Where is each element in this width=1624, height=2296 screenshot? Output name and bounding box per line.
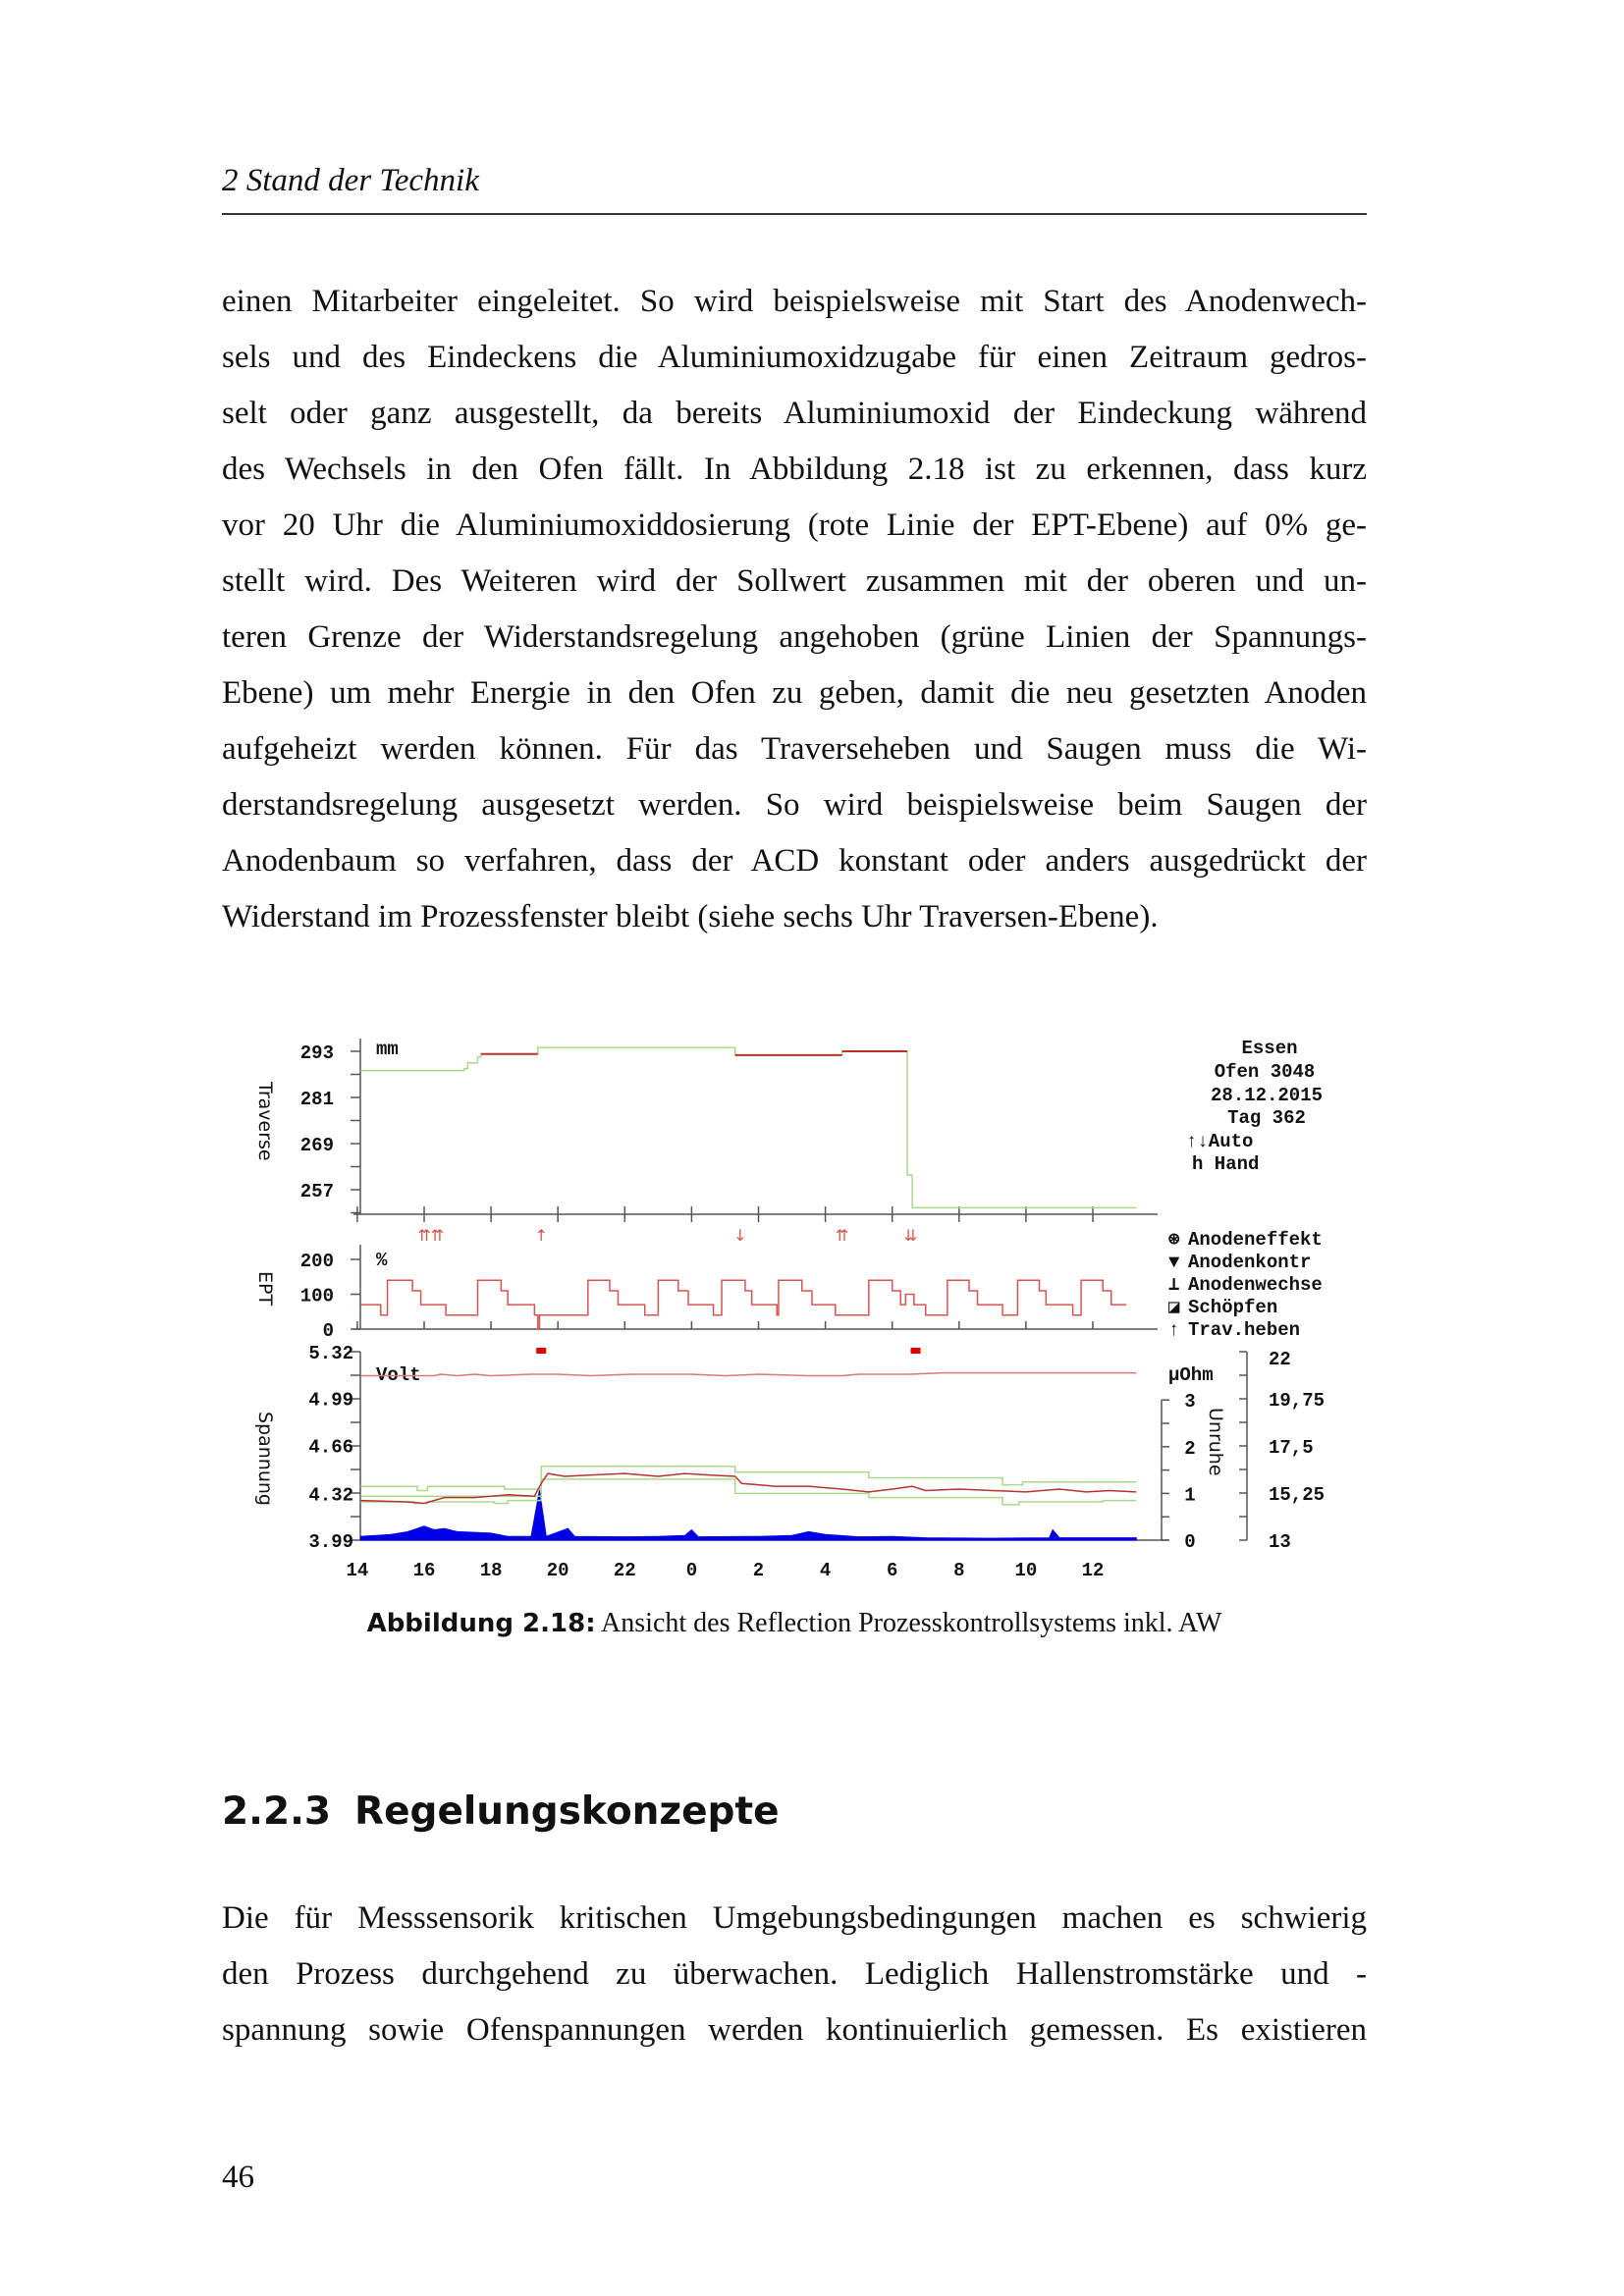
info-date: 28.12.2015	[1211, 1085, 1323, 1106]
text-line: Anodenbaum so verfahren, dass der ACD ko…	[222, 843, 1367, 879]
traverse-tick-label: 281	[300, 1089, 334, 1110]
text-line: Widerstand im Prozessfenster bleibt (sie…	[222, 899, 1159, 934]
spannung-series-voltage	[360, 1371, 1137, 1377]
paragraph-1: einen Mitarbeiter eingeleitet. So wird b…	[222, 274, 1367, 945]
unruhe-tick-label: 1	[1184, 1484, 1195, 1506]
paragraph-2: Die für Messsensorik kritischen Umgebung…	[222, 1891, 1367, 2058]
resistance-tick-label: 17,5	[1269, 1437, 1314, 1459]
ept-tick-label: 100	[300, 1286, 334, 1308]
legend-icon: ↑	[1168, 1319, 1179, 1341]
section-title: Regelungskonzepte	[354, 1789, 780, 1834]
text-line: sels und des Eindeckens die Aluminiumoxi…	[222, 340, 1367, 375]
legend-item: Anodeneffekt	[1188, 1229, 1323, 1251]
spannung-series-green	[360, 1466, 1137, 1492]
resistance-tick-label: 19,75	[1269, 1390, 1325, 1412]
event-marker-arrow: ↓	[733, 1226, 746, 1245]
traverse-tick-label: 269	[300, 1135, 334, 1156]
x-tick-label: 6	[887, 1560, 897, 1581]
info-site: Essen	[1241, 1038, 1297, 1059]
text-line: den Prozess durchgehend zu überwachen. L…	[222, 1956, 1367, 1992]
text-line: teren Grenze der Widerstandsregelung ang…	[222, 619, 1367, 655]
legend-icon: ⊛	[1168, 1229, 1180, 1251]
x-tick-label: 0	[686, 1560, 697, 1581]
info-furnace: Ofen 3048	[1215, 1061, 1316, 1083]
event-marker-anodenwechsel	[536, 1348, 547, 1354]
info-hand: h Hand	[1192, 1153, 1259, 1175]
x-tick-label: 4	[820, 1560, 831, 1581]
text-line: Ebene) um mehr Energie in den Ofen zu ge…	[222, 675, 1367, 711]
unruhe-area	[359, 1489, 1137, 1541]
figure-caption: Abbildung 2.18: Ansicht des Reflection P…	[222, 1608, 1367, 1639]
caption-label: Abbildung 2.18:	[366, 1609, 596, 1638]
spannung-tick-label: 4.32	[308, 1484, 353, 1506]
legend-icon: ◪	[1168, 1297, 1180, 1318]
section-heading: 2.2.3 Regelungskonzepte	[222, 1789, 803, 1834]
legend-icon: ▼	[1168, 1252, 1180, 1273]
text-line: selt oder ganz ausgestellt, da bereits A…	[222, 396, 1367, 431]
x-tick-label: 2	[753, 1560, 764, 1581]
x-tick-label: 16	[413, 1560, 436, 1581]
event-marker-arrow: ⇈⇈	[417, 1226, 444, 1245]
x-tick-label: 20	[547, 1560, 569, 1581]
event-marker-arrow: ↑	[534, 1226, 547, 1245]
resistance-tick-label: 15,25	[1269, 1484, 1325, 1506]
text-line: aufgeheizt werden können. Für das Traver…	[222, 731, 1367, 767]
text-line: vor 20 Uhr die Aluminiumoxiddosierung (r…	[222, 507, 1367, 543]
text-line: einen Mitarbeiter eingeleitet. So wird b…	[222, 284, 1367, 319]
legend-item: Trav.heben	[1188, 1319, 1300, 1341]
info-auto: ↑↓Auto	[1186, 1131, 1253, 1152]
unruhe-unit: µOhm	[1168, 1364, 1214, 1386]
x-tick-label: 22	[614, 1560, 636, 1581]
spannung-tick-label: 3.99	[308, 1531, 353, 1553]
spannung-tick-label: 5.32	[308, 1343, 353, 1364]
resistance-tick-label: 22	[1269, 1349, 1291, 1370]
event-marker-schoepfen	[910, 1348, 921, 1354]
text-line: Die für Messsensorik kritischen Umgebung…	[222, 1900, 1367, 1936]
unruhe-tick-label: 0	[1184, 1531, 1195, 1553]
text-line: stellt wird. Des Weiteren wird der Sollw…	[222, 563, 1367, 599]
x-tick-label: 10	[1014, 1560, 1037, 1581]
legend-item: Anodenwechse	[1188, 1274, 1323, 1296]
running-header: 2 Stand der Technik	[222, 163, 479, 198]
ept-unit: %	[376, 1250, 388, 1271]
legend-icon: ⊥	[1168, 1274, 1179, 1296]
ept-tick-label: 200	[300, 1251, 334, 1272]
unruhe-tick-label: 2	[1184, 1438, 1195, 1460]
text-line: derstandsregelung ausgesetzt werden. So …	[222, 787, 1367, 823]
caption-text: Ansicht des Reflection Prozesskontrollsy…	[595, 1608, 1222, 1638]
text-line: des Wechsels in den Ofen fällt. In Abbil…	[222, 452, 1367, 487]
x-tick-label: 18	[480, 1560, 503, 1581]
traverse-unit: mm	[376, 1039, 399, 1060]
traverse-axis-label: Traverse	[254, 1081, 276, 1161]
event-marker-arrow: ⇈	[836, 1226, 848, 1245]
x-tick-label: 14	[346, 1560, 368, 1581]
traverse-tick-label: 257	[300, 1181, 334, 1202]
ept-series	[360, 1279, 1127, 1330]
spannung-tick-label: 4.66	[308, 1436, 353, 1458]
info-day: Tag 362	[1227, 1107, 1306, 1129]
event-marker-arrow: ⇊	[904, 1226, 917, 1245]
legend-item: Anodenkontr	[1188, 1252, 1311, 1273]
legend-item: Schöpfen	[1188, 1297, 1277, 1318]
section-number: 2.2.3	[222, 1789, 332, 1834]
x-tick-label: 12	[1082, 1560, 1105, 1581]
unruhe-tick-label: 3	[1184, 1391, 1195, 1413]
spannung-axis-label: Spannung	[254, 1412, 276, 1506]
x-tick-label: 8	[953, 1560, 964, 1581]
page-number: 46	[222, 2160, 254, 2195]
traverse-tick-label: 293	[300, 1042, 334, 1064]
ept-axis-label: EPT	[254, 1271, 276, 1306]
resistance-tick-label: 13	[1269, 1531, 1291, 1553]
header-rule	[222, 213, 1367, 215]
spannung-tick-label: 4.99	[308, 1390, 353, 1412]
text-line: spannung sowie Ofenspannungen werden kon…	[222, 2012, 1367, 2048]
spannung-series-dark_red	[360, 1472, 1137, 1505]
traverse-series-green	[360, 1046, 1137, 1209]
unruhe-axis-label: Unruhe	[1205, 1408, 1226, 1476]
ept-tick-label: 0	[323, 1320, 334, 1342]
